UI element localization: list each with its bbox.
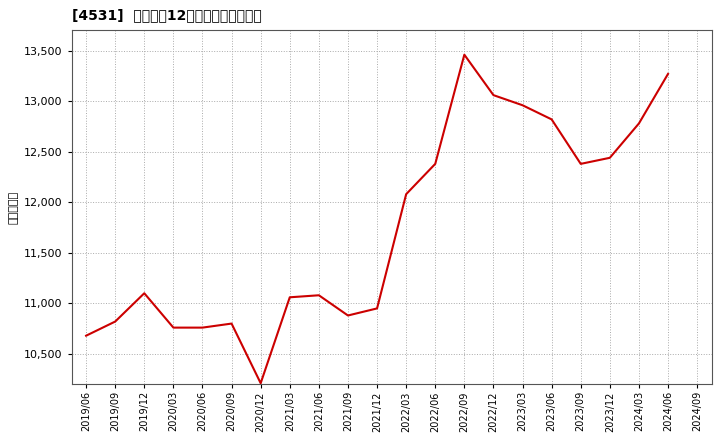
Text: [4531]  売上高の12か月移動合計の推移: [4531] 売上高の12か月移動合計の推移	[71, 8, 261, 22]
Y-axis label: （百万円）: （百万円）	[9, 191, 18, 224]
